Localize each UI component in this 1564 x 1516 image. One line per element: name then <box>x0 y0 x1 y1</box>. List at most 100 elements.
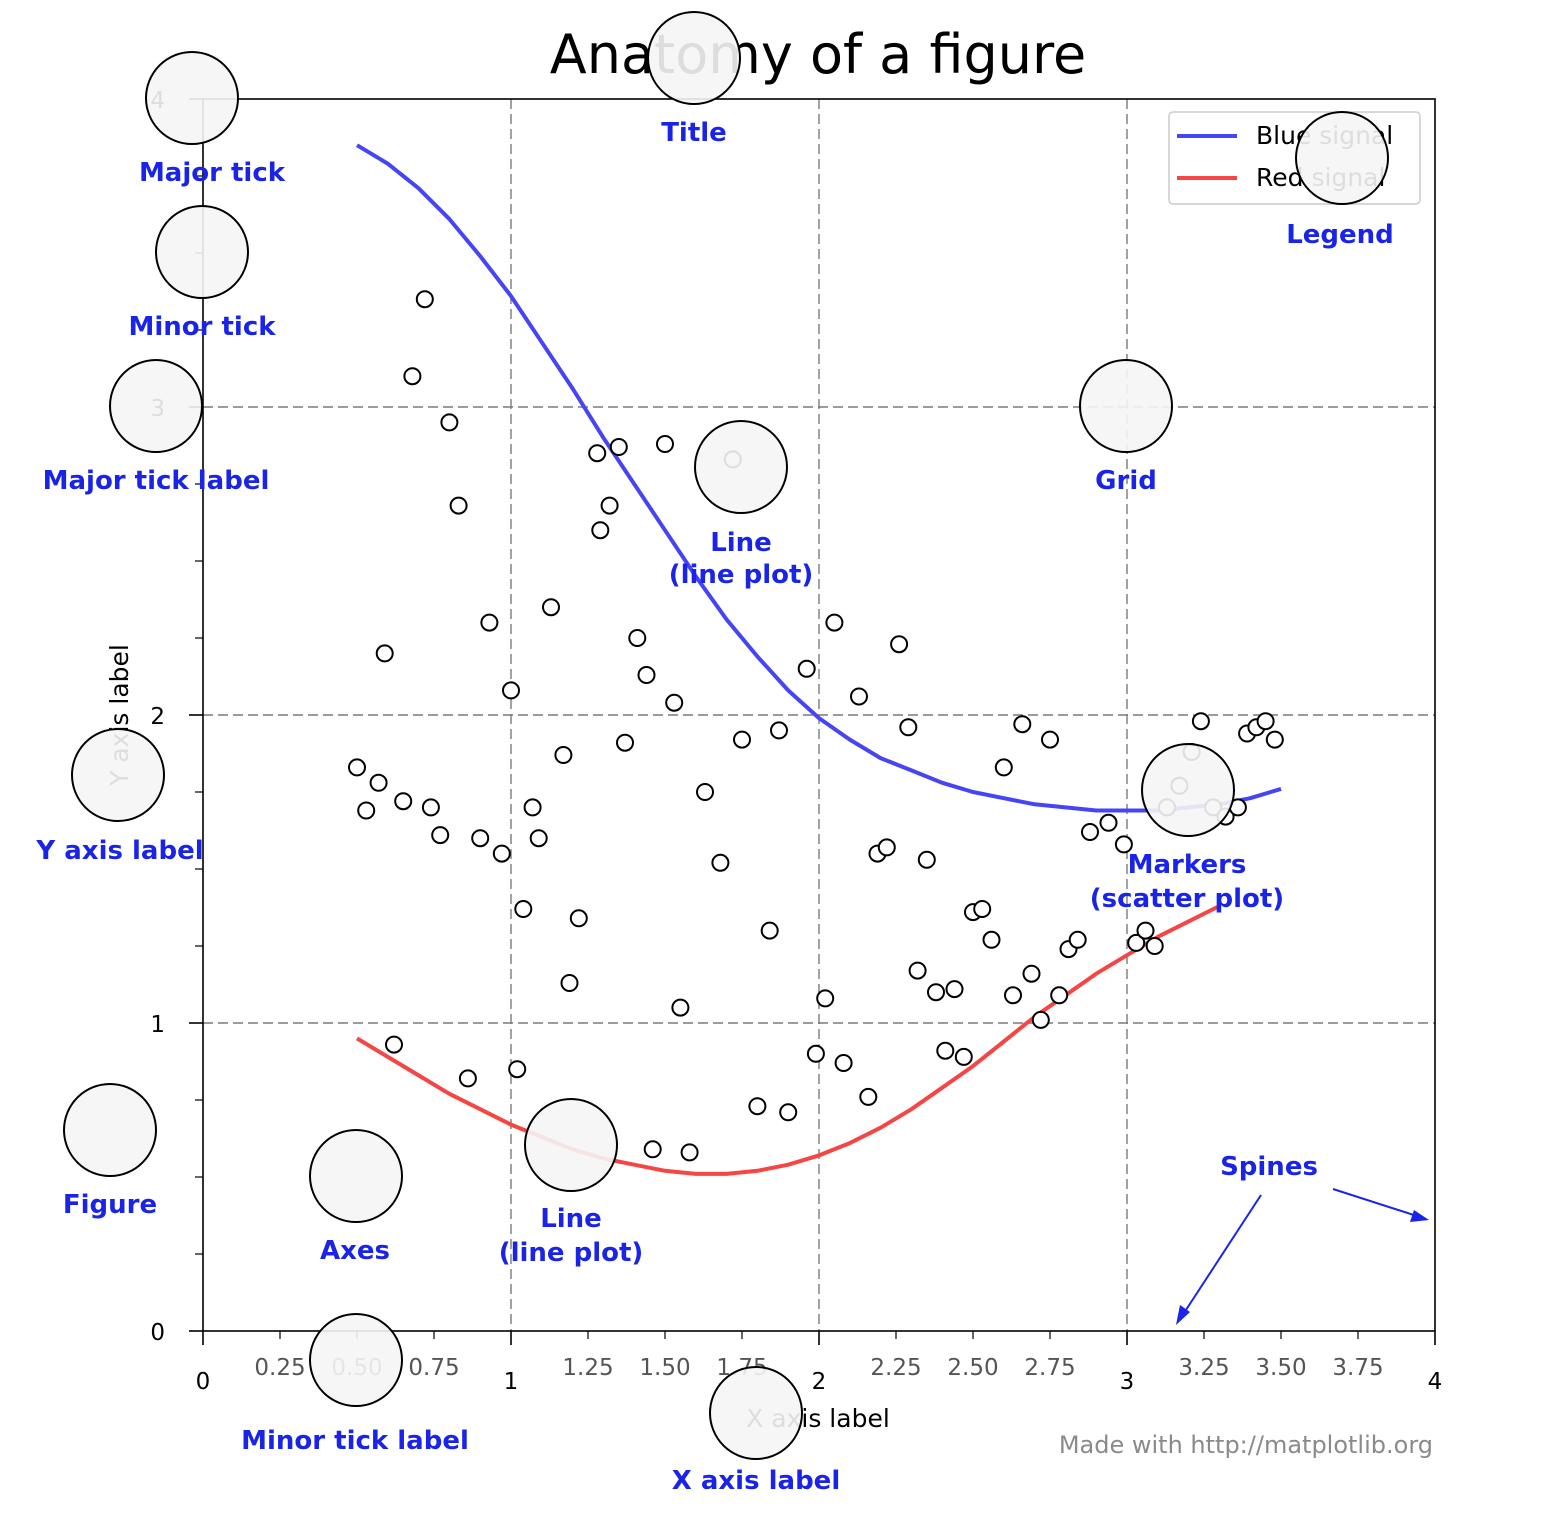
scatter-point <box>890 635 909 654</box>
scatter-point <box>502 681 520 700</box>
scatter-point <box>440 413 459 432</box>
scatter-point <box>609 438 628 456</box>
scatter-point <box>480 613 499 632</box>
grid-lines <box>203 99 1435 1331</box>
y-major-tick-label: 2 <box>150 704 165 730</box>
scatter-point <box>936 1041 955 1060</box>
scatter-point <box>945 980 964 999</box>
scatter-point <box>369 773 388 792</box>
chart-title: Anatomy of a figure <box>550 23 1086 86</box>
scatter-point <box>1265 730 1284 749</box>
scatter-point <box>421 798 440 817</box>
x-major-tick-label: 1 <box>504 1369 519 1395</box>
scatter-point <box>806 1044 825 1063</box>
anno-y-axis-label: Y axis label <box>35 836 203 866</box>
scatter-point <box>600 496 619 515</box>
y-major-tick-label: 0 <box>150 1320 165 1346</box>
scatter-point <box>797 659 816 678</box>
marker-circle-major-tick-label <box>109 359 203 453</box>
scatter-point <box>877 838 896 857</box>
scatter-point <box>760 921 779 940</box>
scatter-point <box>994 758 1013 777</box>
scatter-point <box>523 798 542 817</box>
scatter-point <box>770 721 788 740</box>
x-major-tick-label: 4 <box>1428 1369 1443 1395</box>
scatter-point <box>542 598 560 617</box>
anno-major-tick: Major tick <box>139 158 286 188</box>
marker-circle-line-plot-2 <box>524 1098 618 1192</box>
anno-line-plot: Line <box>710 528 772 558</box>
marker-circle-figure <box>63 1083 157 1177</box>
scatter-point <box>1114 835 1133 854</box>
scatter-point <box>569 909 588 928</box>
scatter-point <box>403 367 422 386</box>
x-minor-tick-label: 3.25 <box>1178 1355 1229 1381</box>
scatter-point <box>591 521 610 540</box>
marker-circle-minor-tick-label <box>309 1313 403 1407</box>
scatter-point <box>973 900 992 918</box>
marker-circle-axes <box>309 1129 403 1223</box>
scatter-point <box>1136 921 1155 940</box>
scatter-point <box>908 961 927 980</box>
marker-circle-x-axis-label <box>709 1366 803 1460</box>
x-minor-tick-label: 0.25 <box>254 1355 305 1381</box>
scatter-point <box>834 1054 853 1072</box>
x-minor-tick-label: 1.50 <box>639 1355 690 1381</box>
y-major-tick-label: 1 <box>150 1012 165 1038</box>
anno-line-plot-2: Line <box>540 1204 602 1234</box>
scatter-point <box>982 930 1001 949</box>
marker-circle-minor-tick <box>155 205 249 299</box>
scatter-point <box>415 290 434 309</box>
scatter-point <box>656 435 674 453</box>
scatter-point <box>508 1060 527 1079</box>
anno-title: Title <box>661 118 727 148</box>
credit-text: Made with http://matplotlib.org <box>1059 1431 1433 1459</box>
scatter-point <box>850 687 868 706</box>
scatter-point <box>1256 712 1275 731</box>
anno-minor-tick-label: Minor tick label <box>241 1426 469 1456</box>
scatter-point <box>1191 712 1210 731</box>
anno-x-axis-label: X axis label <box>672 1466 840 1496</box>
x-minor-tick-label: 2.25 <box>870 1355 921 1381</box>
scatter-point <box>696 783 714 801</box>
scatter-point <box>514 900 533 918</box>
scatter-point <box>816 989 835 1008</box>
scatter-point <box>1127 933 1146 952</box>
red-signal-line <box>355 904 1221 1176</box>
spines-arrows <box>1176 1188 1429 1325</box>
anno-markers: Markers <box>1128 850 1247 880</box>
marker-circle-y-axis-label <box>71 728 165 822</box>
scatter-point <box>431 826 450 845</box>
x-minor-tick-label: 2.75 <box>1024 1355 1075 1381</box>
scatter-point <box>554 746 573 764</box>
scatter-point <box>375 644 394 663</box>
spines-arrowhead-bottom <box>1176 1305 1190 1325</box>
scatter-point <box>1041 730 1059 749</box>
scatter-point <box>616 733 634 752</box>
scatter-point <box>643 1140 662 1159</box>
x-minor-tick-label: 3.75 <box>1332 1355 1383 1381</box>
annotation-labels: Major tick Minor tick Major tick label Y… <box>35 118 1393 1496</box>
marker-circle-legend <box>1295 111 1389 205</box>
scatter-point <box>1022 964 1041 983</box>
anno-spines: Spines <box>1220 1152 1318 1182</box>
blue-signal-line <box>355 143 1282 813</box>
x-minor-tick-label: 1.25 <box>562 1355 613 1381</box>
x-major-tick-label: 0 <box>196 1369 211 1395</box>
axis-ticks: 012340.250.500.751.251.501.752.252.502.7… <box>150 88 1442 1395</box>
scatter-point <box>357 801 376 820</box>
scatter-point <box>1050 986 1069 1005</box>
anno-minor-tick: Minor tick <box>128 312 276 342</box>
marker-circle-major-tick <box>145 51 239 145</box>
scatter-point <box>628 629 647 647</box>
marker-circle-grid <box>1079 359 1173 453</box>
scatter-point <box>1145 937 1164 955</box>
spines-arrow-right <box>1332 1188 1421 1218</box>
scatter-point <box>927 983 945 1002</box>
scatter-point <box>588 444 607 463</box>
scatter-point <box>1031 1010 1050 1029</box>
scatter-point <box>733 730 751 749</box>
scatter-point <box>1004 986 1022 1005</box>
